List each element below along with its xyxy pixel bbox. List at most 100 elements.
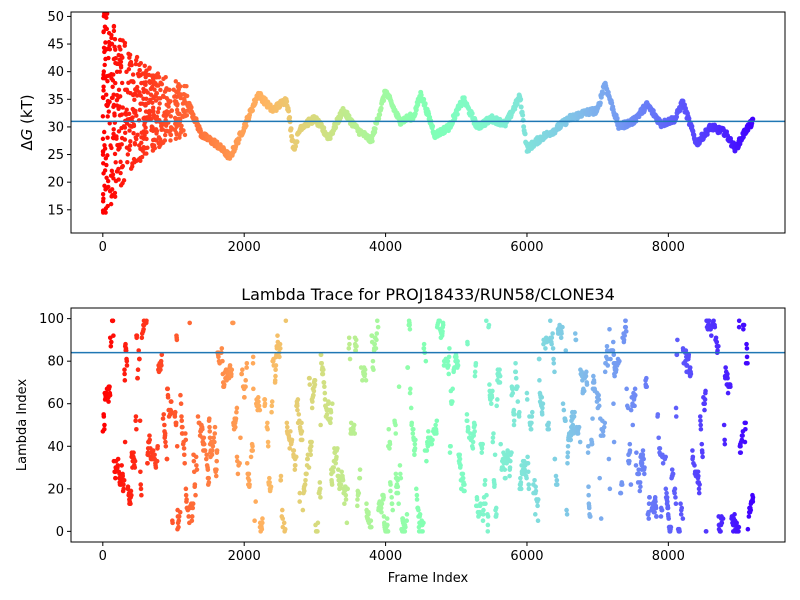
lambda-point [403,524,408,530]
lambda-point [288,429,293,434]
delta-g-point [156,96,161,101]
delta-g-point [140,101,145,106]
delta-g-point [112,111,117,116]
lambda-point [385,522,390,528]
delta-g-point [421,96,427,102]
lambda-point [155,443,160,449]
lambda-point [623,318,628,324]
lambda-point [125,484,131,489]
lambda-point [308,448,313,453]
delta-g-point [518,96,524,102]
lambda-point [134,426,139,432]
lambda-point [732,512,737,517]
lambda-point [641,456,646,462]
lambda-point [253,499,258,504]
lambda-point [269,403,275,409]
y-tick-label: 60 [47,397,64,412]
lambda-point [722,441,728,447]
delta-g-point [103,40,108,45]
lambda-point [407,326,413,332]
lambda-point [450,399,455,404]
lambda-point [560,324,565,330]
delta-g-point [161,76,166,82]
lambda-point [315,529,320,534]
delta-g-point [166,100,172,106]
delta-g-point [147,80,153,86]
lambda-point [455,358,460,364]
lambda-point [210,448,215,453]
lambda-point [697,482,702,487]
lambda-point [387,446,392,451]
lambda-point [163,443,169,449]
lambda-point [135,375,140,381]
lambda-point [526,482,532,487]
lambda-point [193,492,198,498]
lambda-point [309,405,315,411]
lambda-point [165,395,171,400]
lambda-point [503,475,508,481]
delta-g-point [520,112,526,118]
delta-g-point [162,138,168,143]
lambda-point [535,503,540,509]
delta-g-point [131,122,136,127]
lambda-point [638,484,643,489]
lambda-point [381,495,386,500]
lambda-point [551,356,556,362]
lambda-point [214,448,220,453]
lambda-point [621,337,627,343]
lambda-point [328,416,333,421]
delta-g-point [112,36,118,42]
lambda-point [460,475,466,481]
delta-g-point [111,102,117,108]
delta-g-point [105,101,111,107]
lambda-point [487,382,492,387]
lambda-point [396,501,401,507]
lambda-point [250,354,256,360]
lambda-point [318,495,323,500]
lambda-point [637,488,643,494]
lambda-point [481,507,486,513]
delta-g-point [152,87,157,92]
delta-g-point [154,90,160,96]
lambda-point [343,497,349,502]
delta-g-point [118,47,123,52]
delta-g-point [102,76,108,81]
lambda-point [273,373,278,379]
lambda-point [447,346,452,351]
lambda-point [532,512,538,517]
lambda-point [486,322,492,328]
lambda-point [122,371,127,377]
lambda-point [110,318,116,324]
delta-g-point [174,103,180,108]
lambda-point [205,467,211,472]
delta-g-point [112,194,118,199]
lambda-point [640,448,646,453]
lambda-point [173,420,179,426]
lambda-point [736,324,742,330]
lambda-point [299,429,305,434]
lambda-point [465,341,470,347]
delta-g-point [125,159,130,165]
delta-g-point [103,156,109,161]
lambda-point [421,520,426,526]
lambda-point [256,399,261,404]
delta-g-point [130,79,136,84]
lambda-point [122,367,127,372]
lambda-point [642,471,647,477]
lambda-point [347,356,353,362]
lambda-point [411,426,416,432]
lambda-point [529,414,535,419]
lambda-point [581,388,587,394]
y-tick-label: 15 [47,203,64,218]
lambda-point [320,371,326,377]
delta-g-point [134,113,139,118]
lambda-point [152,452,157,458]
lambda-point [400,516,406,521]
lambda-point [738,443,743,449]
lambda-point [462,488,467,494]
lambda-point [688,371,694,377]
lambda-point [690,448,695,453]
lambda-point [446,363,451,368]
lambda-point [132,458,138,464]
delta-g-point [128,139,133,144]
